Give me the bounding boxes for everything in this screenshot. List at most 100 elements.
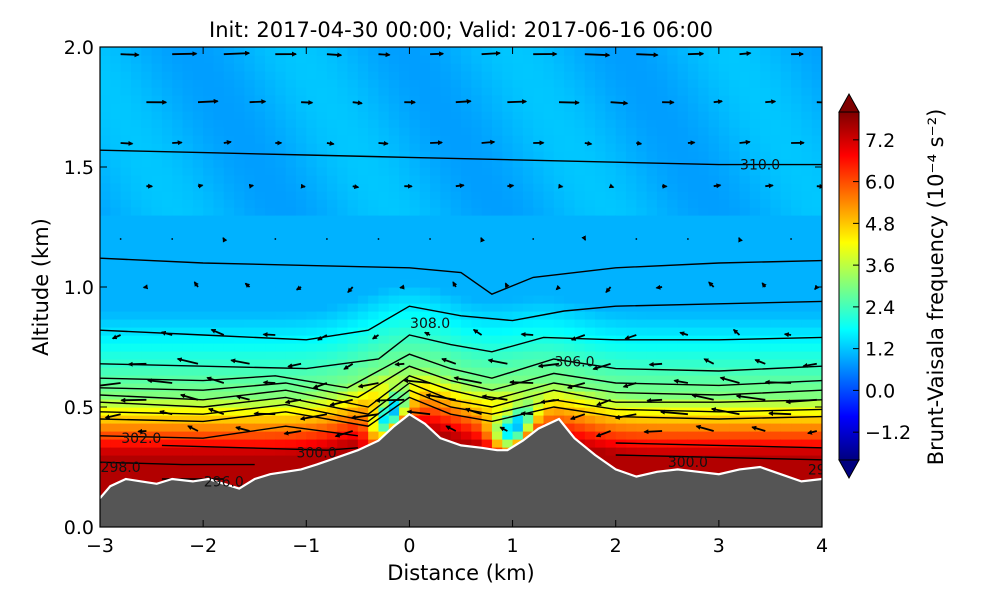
field-cell [295,159,307,168]
field-cell [595,239,606,248]
field-cell [698,71,710,80]
field-cell [192,455,204,464]
wind-vector [453,376,482,384]
field-cell [595,391,606,400]
field-cell [337,127,349,136]
field-cell [285,55,297,64]
field-cell [584,47,596,56]
wind-vector [624,334,637,340]
field-cell [574,159,586,168]
field-cell [667,223,679,232]
field-cell [533,135,545,144]
field-cell [357,351,369,360]
field-cell [295,295,307,304]
field-cell [265,135,276,144]
field-cell [223,319,235,328]
field-cell [141,415,153,424]
field-cell [285,71,297,80]
field-cell [698,63,710,72]
field-cell [801,367,813,376]
field-cell [172,239,184,248]
field-cell [409,263,421,272]
wind-vector [424,331,431,337]
field-cell [574,423,586,432]
field-cell [223,431,235,440]
field-cell [141,311,153,320]
field-cell [234,479,245,488]
field-cell [791,207,802,216]
field-cell [141,119,153,128]
field-cell [244,447,256,456]
field-cell [801,327,813,336]
field-cell [636,431,648,440]
field-cell [440,175,452,184]
field-cell [110,471,122,480]
field-cell [687,319,699,328]
field-cell [605,191,617,200]
field-cell [553,79,565,88]
field-cell [471,391,483,400]
colorbar-tick-label: 7.2 [865,130,895,152]
field-cell [553,215,565,224]
field-cell [203,263,215,272]
field-cell [430,87,441,96]
field-cell [440,367,452,376]
field-cell [120,279,132,288]
field-cell [440,415,452,424]
field-cell [337,375,349,384]
field-cell [481,71,493,80]
field-cell [120,383,132,392]
field-cell [584,151,596,160]
field-cell [254,311,266,320]
field-cell [265,375,276,384]
field-cell [357,239,369,248]
field-cell [388,335,400,344]
field-cell [347,95,359,104]
field-cell [450,255,462,264]
field-cell [615,87,627,96]
field-cell [337,47,349,56]
field-cell [471,359,483,368]
field-cell [151,231,163,240]
field-cell [130,47,142,56]
field-cell [409,231,421,240]
field-cell [347,159,359,168]
field-cell [141,439,153,448]
field-cell [368,359,380,368]
field-cell [326,223,338,232]
field-cell [656,319,668,328]
field-cell [399,175,411,184]
field-cell [337,423,349,432]
field-cell [254,287,266,296]
field-cell [677,455,689,464]
field-cell [234,111,245,120]
field-cell [254,207,266,216]
field-cell [615,383,627,392]
field-cell [192,191,204,200]
field-cell [636,447,648,456]
field-cell [440,95,452,104]
field-cell [564,287,576,296]
field-cell [698,111,710,120]
field-cell [130,87,142,96]
field-cell [213,127,225,136]
wind-vector [357,382,379,389]
field-cell [626,343,637,352]
field-cell [399,255,411,264]
field-cell [440,183,452,192]
field-cell [667,103,679,112]
field-cell [636,423,648,432]
field-cell [491,231,503,240]
field-cell [667,87,679,96]
field-cell [223,303,235,312]
field-cell [729,303,741,312]
field-cell [461,431,472,440]
field-cell [275,463,287,472]
field-cell [461,111,472,120]
field-cell [626,375,637,384]
field-cell [461,263,472,272]
field-cell [687,167,699,176]
field-cell [646,135,658,144]
field-cell [368,415,380,424]
field-cell [254,151,266,160]
